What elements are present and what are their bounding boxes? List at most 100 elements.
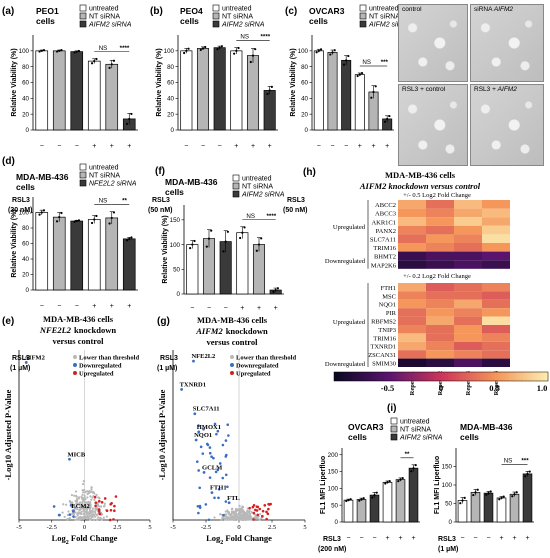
- colorbar-segment: [469, 372, 474, 381]
- data-point: [347, 54, 350, 58]
- gray-point: [72, 513, 76, 516]
- bar: [369, 494, 380, 523]
- gray-point: [62, 503, 65, 506]
- gray-point: [77, 518, 80, 521]
- gray-point: [240, 514, 243, 518]
- upregulated-point: [114, 495, 118, 498]
- gray-point: [90, 488, 93, 491]
- microscopy-label: RSL3 + control: [402, 86, 446, 93]
- upregulated-point: [98, 512, 102, 516]
- dose-label: (50 nM): [283, 207, 308, 214]
- heatmap-cell: [426, 350, 454, 359]
- bar: [341, 59, 352, 131]
- data-point: [317, 49, 320, 52]
- heatmap-cell: [454, 291, 482, 300]
- heatmap-cell: [426, 325, 454, 334]
- labelled-point: [202, 471, 206, 474]
- volcano-title-1: MDA-MB-436 cells: [197, 315, 268, 325]
- upregulated-point: [94, 501, 98, 504]
- gene-label: NFE2L2: [191, 353, 215, 360]
- gray-point: [70, 506, 74, 509]
- rsl3-sign: +: [251, 143, 255, 150]
- data-point: [388, 479, 391, 483]
- data-point: [386, 481, 389, 484]
- y-tick-label: 100: [164, 48, 175, 55]
- gray-point: [85, 501, 88, 504]
- dose-label-right: (1 µM): [438, 546, 458, 553]
- data-point: [60, 49, 63, 52]
- data-point: [274, 288, 277, 292]
- data-point: [333, 49, 336, 52]
- data-point: [125, 122, 129, 126]
- gray-point: [63, 515, 66, 518]
- downregulated-point: [221, 476, 225, 480]
- y-tick-label: 100: [170, 242, 181, 249]
- gray-point: [91, 491, 94, 494]
- data-point: [260, 237, 263, 240]
- colorbar-segment: [394, 372, 399, 381]
- legend-entry: untreated: [242, 176, 272, 183]
- microscopy-rsl3-aifm2-image: RSL3 + AIFM2: [470, 84, 544, 166]
- dose-label: (50 nM): [148, 207, 173, 214]
- legend-entry: NT siRNA: [89, 14, 120, 21]
- x-tick-label: -5: [16, 524, 21, 531]
- data-point: [249, 60, 252, 64]
- y-axis-label: Relative Viability (%): [162, 215, 169, 283]
- legend-swatch: [212, 20, 220, 28]
- downregulated-point: [212, 456, 215, 460]
- bar: [87, 60, 101, 131]
- rsl3-sign: +: [110, 143, 114, 150]
- gray-point: [79, 508, 82, 511]
- downregulated-point: [202, 427, 205, 431]
- downregulated-point: [196, 505, 200, 508]
- legend-marker: [230, 363, 234, 367]
- gray-point: [213, 516, 216, 519]
- downregulated-point: [72, 515, 75, 518]
- gray-point: [87, 505, 90, 508]
- rsl3-sign: −: [460, 535, 464, 542]
- gray-point: [92, 518, 96, 521]
- colorbar-segment: [540, 372, 545, 381]
- heatmap-cell: [398, 217, 426, 226]
- colorbar-segment: [487, 372, 492, 381]
- data-point: [270, 85, 273, 88]
- heatmap-cell: [482, 243, 510, 252]
- heatmap-cell: [398, 234, 426, 243]
- gray-point: [93, 510, 97, 514]
- gray-point: [83, 489, 86, 492]
- heatmap-cell: [398, 308, 426, 317]
- bar: [186, 244, 199, 295]
- downregulated-point: [204, 503, 208, 506]
- data-point: [489, 490, 492, 493]
- downregulated-point: [224, 473, 228, 477]
- legend-entry: untreated: [222, 6, 252, 13]
- y-tick-label: 80: [301, 64, 308, 71]
- gray-point: [96, 503, 100, 506]
- bar: [180, 50, 193, 131]
- x-tick-label: 0: [83, 524, 86, 531]
- gray-point: [227, 513, 231, 516]
- y-tick-label: 60: [22, 241, 29, 248]
- downregulated-point: [216, 468, 220, 472]
- rsl3-sign: +: [385, 143, 389, 150]
- heatmap-cell: [482, 225, 510, 235]
- volcano-title-3: versus control: [52, 336, 104, 346]
- upregulated-point: [251, 505, 255, 509]
- colorbar-segment: [419, 372, 424, 381]
- heatmap-cell: [426, 299, 454, 309]
- downregulated-point: [226, 423, 230, 426]
- heatmap-cell: [426, 316, 454, 325]
- data-point: [77, 219, 81, 222]
- gray-point: [229, 513, 233, 516]
- downregulated-point: [213, 422, 217, 426]
- data-point: [254, 48, 257, 51]
- x-tick-label: -5: [170, 524, 175, 531]
- panel-i: (i) OVCAR3 cells MDA-MB-436 cells untrea…: [318, 403, 534, 553]
- data-point: [95, 57, 98, 61]
- gray-point: [244, 514, 247, 517]
- y-tick-label: 20: [167, 111, 174, 118]
- downregulated-point: [224, 439, 228, 442]
